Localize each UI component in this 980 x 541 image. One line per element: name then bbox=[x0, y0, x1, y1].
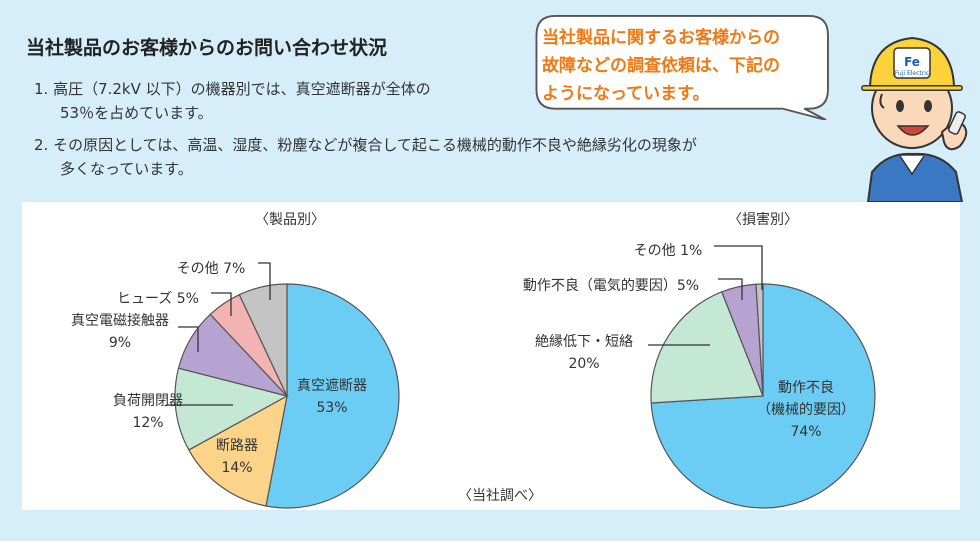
note-2-line-1: 2. その原因としては、高温、湿度、粉塵などが複合して起こる機械的動作不良や絶縁… bbox=[34, 136, 697, 154]
pie2-label-1-1: 20% bbox=[568, 356, 599, 372]
pie2-leader-line-2 bbox=[718, 278, 743, 300]
pie1-label-3-1: 9% bbox=[109, 335, 131, 351]
pie1-label-3-0: 真空電磁接触器 bbox=[71, 312, 169, 329]
note-1-line-1: 1. 高圧（7.2kV 以下）の機器別では、真空遮断器が全体の bbox=[34, 80, 431, 98]
pie2-label-2-0: 動作不良（電気的要因）5% bbox=[523, 278, 699, 294]
pie2-leader-line-3 bbox=[714, 245, 763, 290]
pie1-slice-0 bbox=[265, 283, 400, 509]
pie1-leader-line-5 bbox=[258, 262, 271, 300]
pie2-label-3-0: その他 1% bbox=[634, 243, 703, 259]
pie1-label-4-0: ヒューズ 5% bbox=[117, 291, 199, 307]
pie1-slice-1 bbox=[188, 394, 288, 507]
speech-line-1: 当社製品に関するお客様からの bbox=[542, 28, 780, 48]
pie2-label-0-0: 動作不良 bbox=[778, 380, 834, 396]
pie1-label-1-0: 断路器 bbox=[216, 438, 258, 454]
chart-title-by-damage: 〈損害別〉 bbox=[728, 212, 798, 228]
pie1-label-2-0: 負荷開閉器 bbox=[113, 393, 183, 409]
pie1-leader-line-3 bbox=[178, 326, 199, 352]
speech-bubble bbox=[535, 14, 829, 120]
pie2-label-0-1: （機械的要因） bbox=[757, 402, 855, 418]
pie-chart-by-damage: 〈損害別〉 動作不良 （機械的要因） 74% 絶縁低下・短絡 20% 動作不良（電気的要因… bbox=[523, 212, 876, 509]
pie1-slice-5 bbox=[238, 283, 288, 397]
speech-line-3: ようになっています。 bbox=[542, 84, 710, 104]
pie1-slice-2 bbox=[174, 367, 289, 451]
speech-text: 当社製品に関するお客様からの 故障などの調査依頼は、下記の ようになっています。 bbox=[542, 24, 780, 108]
pie-chart-by-product: 〈製品別〉 真空遮断器 53% 断路器 14% 負荷開閉器 12% 真空電磁接触器 9% ヒュー… bbox=[71, 212, 400, 509]
source-note: 〈当社調べ〉 bbox=[458, 488, 542, 504]
helmet-logo: Fe bbox=[904, 55, 920, 69]
note-1-line-2: 53％を占めています。 bbox=[60, 104, 213, 122]
pie2-label-0-2: 74% bbox=[790, 424, 821, 440]
helmet-text: Fuji Electric bbox=[895, 70, 929, 77]
pie1-label-0-1: 53% bbox=[316, 400, 347, 416]
pie2-slice-1 bbox=[650, 291, 764, 404]
pie1-label-0-0: 真空遮断器 bbox=[297, 378, 367, 394]
pie1-leader-line-4 bbox=[211, 292, 232, 316]
pie2-label-1-0: 絶縁低下・短絡 bbox=[535, 334, 633, 350]
pie1-label-2-1: 12% bbox=[132, 415, 163, 431]
page-title: 当社製品のお客様からのお問い合わせ状況 bbox=[26, 37, 388, 59]
pie2-slice-3 bbox=[755, 283, 764, 397]
speech-line-2: 故障などの調査依頼は、下記の bbox=[542, 56, 780, 76]
note-2-line-2: 多くなっています。 bbox=[60, 160, 193, 178]
chart-title-by-product: 〈製品別〉 bbox=[255, 212, 325, 228]
mascot-worker-icon: Fe Fuji Electric bbox=[861, 36, 968, 202]
pie1-label-5-0: その他 7% bbox=[177, 261, 246, 277]
pie1-label-1-1: 14% bbox=[221, 460, 252, 476]
